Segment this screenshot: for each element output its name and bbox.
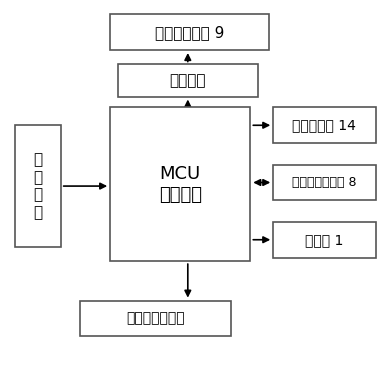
Text: 激光测距传感器 8: 激光测距传感器 8 (292, 176, 356, 189)
FancyBboxPatch shape (273, 222, 375, 258)
FancyBboxPatch shape (273, 107, 375, 143)
Text: 多通电磁阀 14: 多通电磁阀 14 (293, 118, 356, 132)
FancyBboxPatch shape (273, 165, 375, 200)
Text: 液位光度计模块: 液位光度计模块 (126, 311, 185, 326)
Text: 直线步进电机 9: 直线步进电机 9 (155, 25, 224, 40)
FancyBboxPatch shape (80, 300, 231, 336)
Text: MCU
处理单元: MCU 处理单元 (159, 165, 202, 204)
FancyBboxPatch shape (15, 125, 61, 247)
FancyBboxPatch shape (110, 107, 250, 261)
FancyBboxPatch shape (118, 65, 258, 97)
Text: 活塞泵 1: 活塞泵 1 (305, 233, 344, 247)
Text: 驱动电路: 驱动电路 (170, 73, 206, 88)
Text: 电
源
模
块: 电 源 模 块 (33, 153, 43, 220)
FancyBboxPatch shape (110, 14, 269, 50)
